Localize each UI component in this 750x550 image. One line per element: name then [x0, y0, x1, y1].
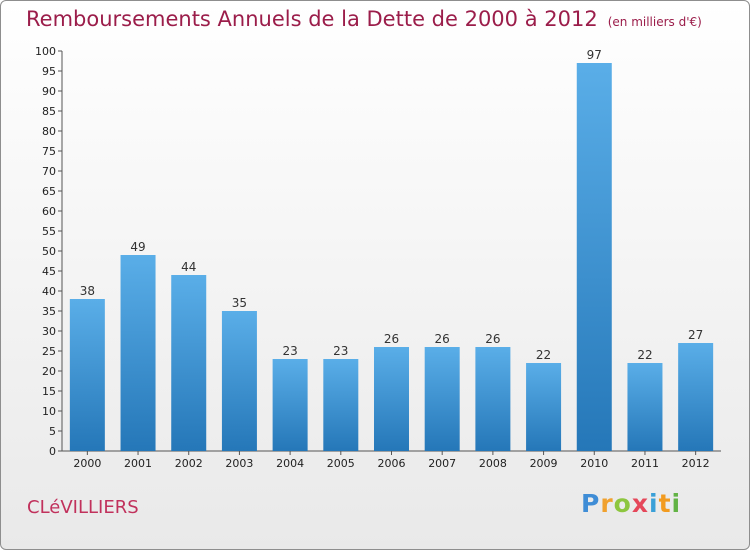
y-tick-label: 85 [42, 105, 56, 118]
bar-2005[interactable] [323, 359, 359, 451]
commune-name: CLéVILLIERS [27, 497, 139, 518]
y-tick-label: 55 [42, 225, 56, 238]
value-label-2000: 38 [80, 284, 95, 298]
chart-title: Remboursements Annuels de la Dette de 20… [26, 7, 702, 31]
y-tick-label: 65 [42, 185, 56, 198]
bar-2000[interactable] [69, 299, 105, 451]
x-tick-label-2006: 2006 [378, 457, 406, 470]
value-label-2002: 44 [181, 260, 196, 274]
value-labels: 38 49 44 35 23 23 26 26 26 22 97 22 27 [80, 48, 704, 362]
bar-2003[interactable] [221, 311, 257, 451]
y-tick-label: 20 [42, 365, 56, 378]
value-label-2007: 26 [435, 332, 450, 346]
proxiti-logo[interactable]: Proxiti [581, 489, 682, 518]
y-tick-label: 30 [42, 325, 56, 338]
value-label-2009: 22 [536, 348, 551, 362]
value-label-2001: 49 [130, 240, 145, 254]
value-label-2012: 27 [688, 328, 703, 342]
bar-2004[interactable] [272, 359, 308, 451]
y-tick-label: 25 [42, 345, 56, 358]
axes: 0 5 10 15 20 25 30 35 40 45 50 55 60 65 70 75 80 85 90 95 10… [35, 45, 721, 470]
x-tick-label-2005: 2005 [327, 457, 355, 470]
x-tick-label-2001: 2001 [124, 457, 152, 470]
value-label-2004: 23 [282, 344, 297, 358]
y-tick-label: 60 [42, 205, 56, 218]
y-tick-label: 50 [42, 245, 56, 258]
x-tick-label-2002: 2002 [175, 457, 203, 470]
bar-2002[interactable] [171, 275, 207, 451]
bar-2009[interactable] [526, 363, 562, 451]
y-tick-label: 10 [42, 405, 56, 418]
x-tick-label-2004: 2004 [276, 457, 304, 470]
value-label-2008: 26 [485, 332, 500, 346]
bar-2006[interactable] [374, 347, 409, 451]
chart-subtitle: (en milliers d'€) [607, 15, 702, 29]
y-tick-label: 70 [42, 165, 56, 178]
y-tick-label: 75 [42, 145, 56, 158]
value-label-2006: 26 [384, 332, 399, 346]
value-label-2010: 97 [587, 48, 602, 62]
x-tick-label-2003: 2003 [225, 457, 253, 470]
y-tick-label: 45 [42, 265, 56, 278]
y-tick-label: 5 [49, 425, 56, 438]
value-label-2003: 35 [232, 296, 247, 310]
x-tick-label-2011: 2011 [631, 457, 659, 470]
bar-2008[interactable] [475, 347, 511, 451]
bar-2007[interactable] [424, 347, 460, 451]
y-tick-label: 0 [49, 445, 56, 458]
y-tick-label: 40 [42, 285, 56, 298]
y-tick-label: 80 [42, 125, 56, 138]
bar-2011[interactable] [627, 363, 663, 451]
x-tick-label-2008: 2008 [479, 457, 507, 470]
value-label-2011: 22 [637, 348, 652, 362]
value-label-2005: 23 [333, 344, 348, 358]
x-tick-label-2007: 2007 [428, 457, 456, 470]
y-tick-label: 90 [42, 85, 56, 98]
x-tick-label-2000: 2000 [73, 457, 101, 470]
x-tick-label-2010: 2010 [580, 457, 608, 470]
bars [69, 63, 714, 451]
bar-2012[interactable] [678, 343, 714, 451]
bar-2001[interactable] [120, 255, 156, 451]
y-tick-label: 100 [35, 45, 56, 58]
y-tick-label: 15 [42, 385, 56, 398]
bar-2010[interactable] [576, 63, 612, 451]
x-tick-label-2009: 2009 [530, 457, 558, 470]
y-tick-label: 35 [42, 305, 56, 318]
y-tick-label: 95 [42, 65, 56, 78]
x-tick-label-2012: 2012 [682, 457, 710, 470]
